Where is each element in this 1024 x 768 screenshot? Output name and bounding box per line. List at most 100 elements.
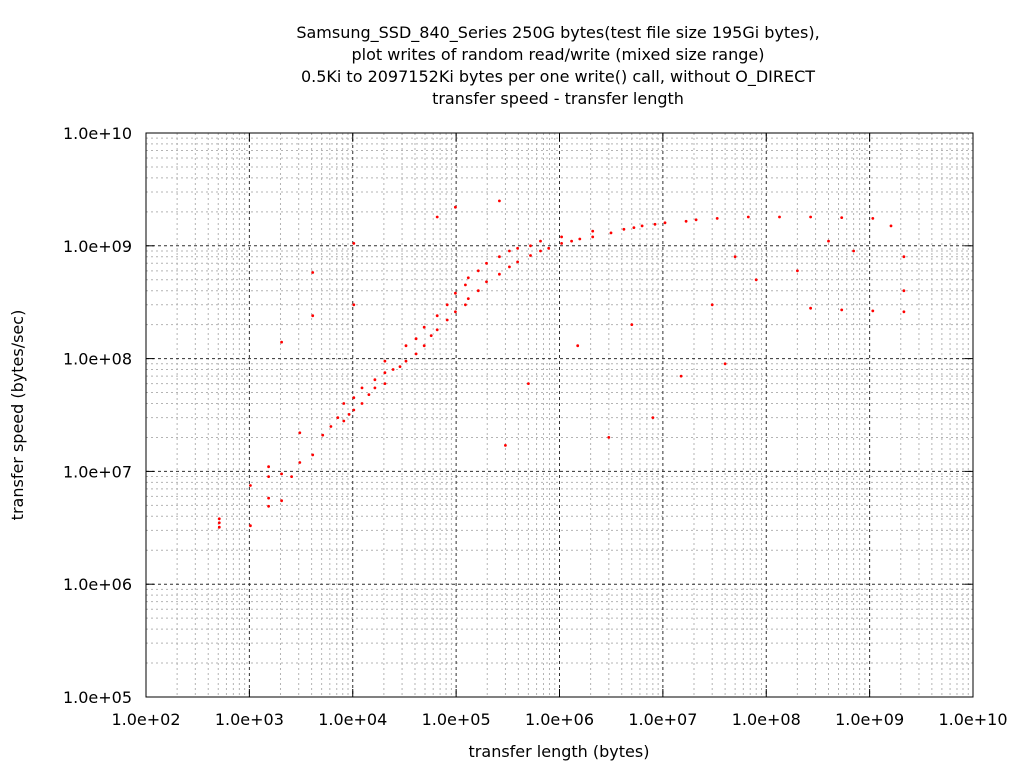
x-tick-label: 1.0e+06 (525, 710, 594, 729)
data-point (414, 337, 418, 341)
data-point (679, 374, 683, 378)
data-point (809, 215, 812, 219)
data-point (360, 402, 364, 405)
data-point (267, 475, 270, 478)
data-point (547, 246, 551, 250)
y-tick-label: 1.0e+07 (63, 462, 132, 481)
data-point (498, 199, 501, 203)
grid (145, 132, 974, 698)
data-point (485, 261, 488, 265)
data-point (311, 453, 315, 457)
data-point (733, 255, 737, 259)
data-point (435, 215, 439, 219)
x-tick-label: 1.0e+02 (111, 710, 180, 729)
data-point (329, 425, 333, 428)
data-point (498, 255, 501, 259)
data-point (454, 205, 457, 209)
data-point (336, 416, 340, 419)
chart-title-line-3: 0.5Ki to 2097152Ki bytes per one write()… (301, 67, 815, 87)
data-point (445, 318, 449, 322)
x-axis-label: transfer length (bytes) (469, 742, 650, 761)
chart-title-line-4: transfer speed - transfer length (432, 89, 684, 108)
data-point (529, 254, 532, 257)
x-axis-ticks: 1.0e+02 1.0e+03 1.0e+04 1.0e+05 1.0e+06 1.0e+… (111, 133, 1008, 729)
data-point (607, 436, 611, 439)
data-point (464, 303, 467, 307)
data-point (715, 217, 719, 220)
data-point (352, 242, 356, 245)
data-point (516, 246, 519, 250)
data-point (342, 419, 346, 423)
data-point (422, 325, 426, 329)
y-tick-label: 1.0e+08 (63, 350, 132, 369)
x-tick-label: 1.0e+07 (628, 710, 697, 729)
data-point (560, 242, 563, 245)
data-point (217, 525, 221, 529)
data-point (827, 239, 830, 243)
data-point (576, 344, 580, 348)
data-point (840, 308, 844, 312)
data-point (485, 280, 488, 284)
data-point (578, 237, 582, 241)
data-point (383, 359, 387, 363)
y-axis-ticks: 1.0e+05 1.0e+06 1.0e+07 1.0e+08 1.0e+09 1.0e+… (63, 124, 973, 707)
data-point (796, 269, 799, 273)
data-point (498, 272, 501, 276)
data-point (249, 484, 252, 487)
data-point (466, 297, 470, 300)
data-point (653, 222, 657, 226)
data-point (383, 382, 387, 385)
data-point (280, 499, 283, 503)
data-point (570, 239, 573, 243)
data-point (527, 382, 530, 385)
x-tick-label: 1.0e+04 (318, 710, 387, 729)
data-point (840, 216, 844, 220)
data-point (504, 444, 507, 447)
data-point (404, 344, 408, 348)
data-point (560, 235, 563, 239)
data-point (298, 431, 302, 435)
data-point (723, 362, 727, 366)
data-point (352, 408, 356, 412)
x-tick-label: 1.0e+09 (835, 710, 904, 729)
data-point (414, 352, 418, 356)
data-point (778, 215, 781, 219)
data-point (539, 239, 542, 243)
data-point (352, 303, 356, 307)
data-point (871, 217, 875, 220)
data-point (280, 340, 283, 344)
data-point (217, 521, 221, 525)
chart-title-line-2: plot writes of random read/write (mixed … (352, 45, 765, 64)
chart-title: Samsung_SSD_840_Series 250G bytes(test f… (296, 23, 819, 108)
data-point (311, 271, 315, 274)
y-tick-label: 1.0e+09 (63, 237, 132, 256)
x-tick-label: 1.0e+08 (732, 710, 801, 729)
data-point (347, 413, 351, 416)
chart-title-line-1: Samsung_SSD_840_Series 250G bytes(test f… (296, 23, 819, 43)
data-point (651, 416, 655, 419)
x-tick-label: 1.0e+10 (938, 710, 1007, 729)
data-point (454, 310, 457, 314)
data-point (684, 219, 688, 223)
data-point (422, 344, 426, 348)
y-tick-label: 1.0e+06 (63, 575, 132, 594)
data-point (609, 231, 613, 235)
data-point (404, 359, 408, 363)
data-point (902, 310, 906, 314)
data-point (267, 504, 270, 508)
data-point (435, 314, 439, 318)
data-point (632, 226, 636, 230)
data-point (367, 393, 371, 396)
data-point (889, 224, 893, 228)
data-point (476, 289, 480, 293)
data-point (902, 289, 906, 293)
data-point (746, 215, 750, 219)
data-point (429, 334, 433, 337)
data-point (383, 371, 387, 375)
data-point (217, 517, 221, 521)
y-tick-label: 1.0e+05 (63, 688, 132, 707)
data-point (622, 227, 626, 231)
data-point (529, 244, 532, 248)
data-point (267, 496, 270, 500)
data-point (476, 269, 480, 273)
